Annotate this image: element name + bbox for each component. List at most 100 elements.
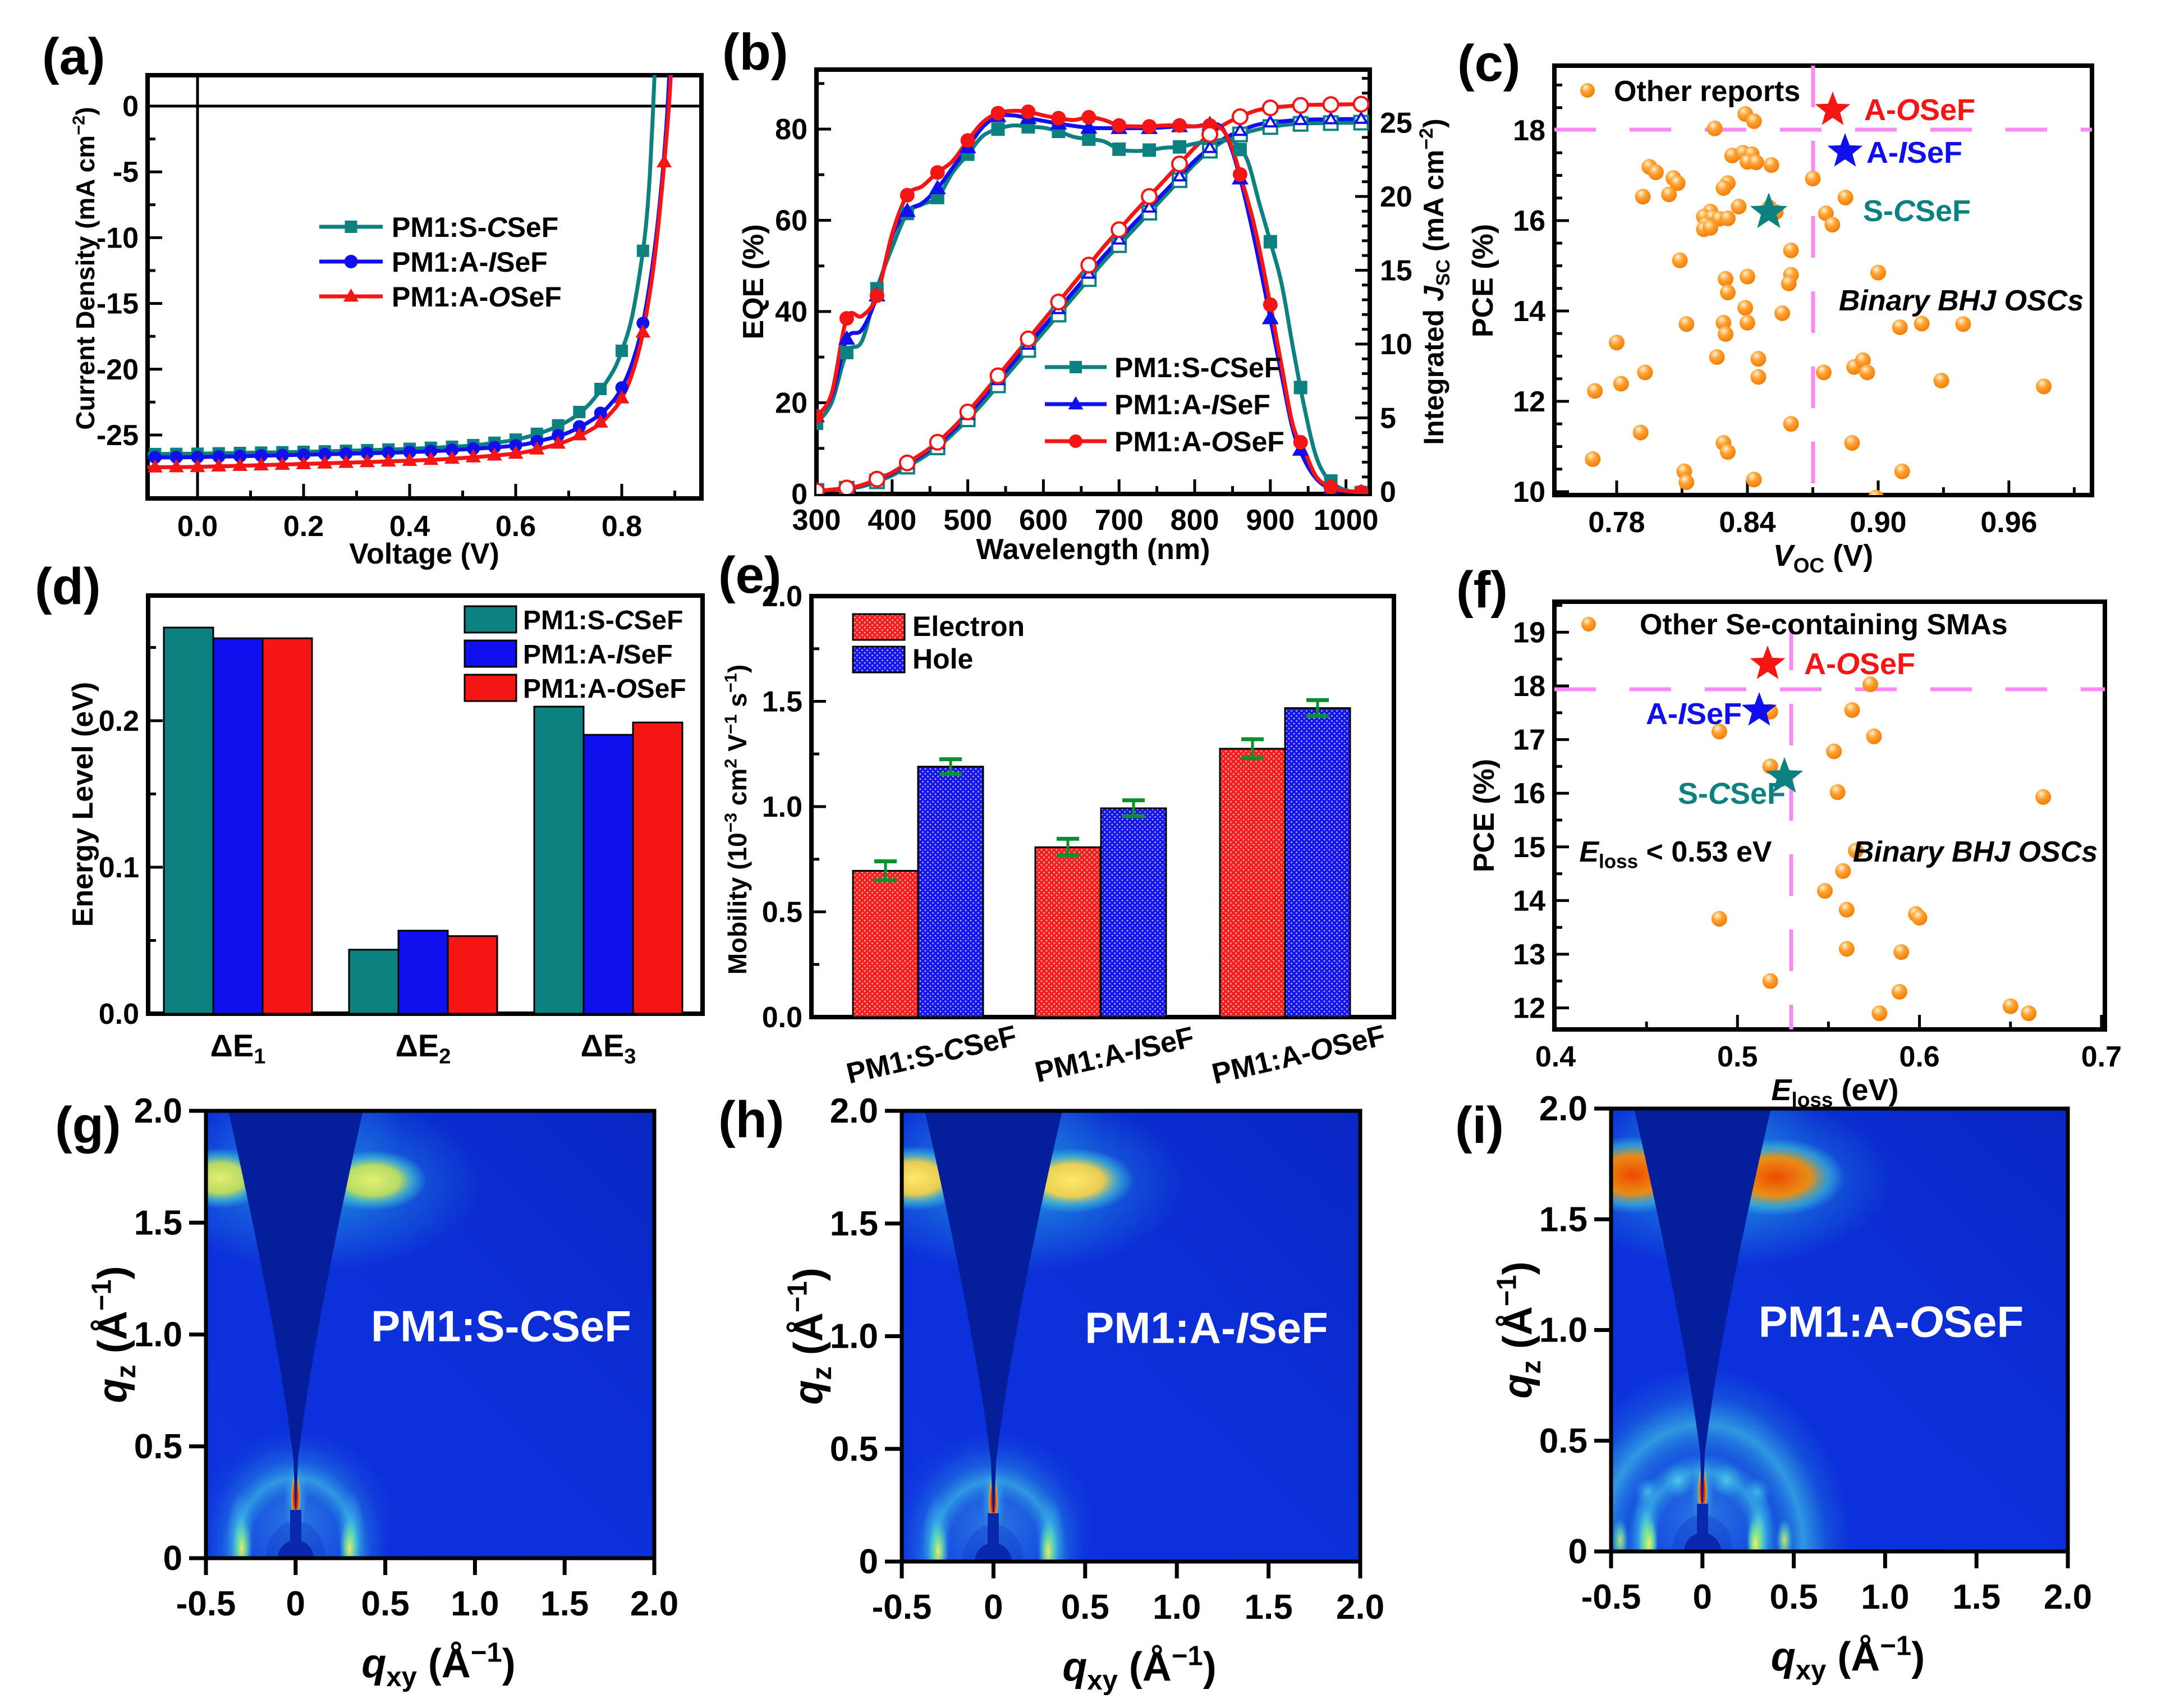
svg-text:0.5: 0.5 <box>762 896 802 929</box>
svg-text:1.5: 1.5 <box>1539 1200 1587 1239</box>
svg-text:500: 500 <box>943 504 992 537</box>
svg-text:-15: -15 <box>97 288 139 321</box>
svg-text:S-CSeF: S-CSeF <box>1863 194 1971 228</box>
svg-text:300: 300 <box>792 504 841 537</box>
svg-text:(c): (c) <box>1457 35 1520 92</box>
svg-text:0.78: 0.78 <box>1588 506 1645 539</box>
svg-text:0.6: 0.6 <box>495 510 536 543</box>
svg-text:0: 0 <box>1693 1578 1712 1617</box>
svg-text:0.0: 0.0 <box>99 998 139 1031</box>
svg-text:ΔE2: ΔE2 <box>396 1028 451 1068</box>
svg-text:1.0: 1.0 <box>1861 1578 1909 1617</box>
svg-text:0.84: 0.84 <box>1719 506 1775 539</box>
svg-text:qz (Å−1): qz (Å−1) <box>783 1267 837 1404</box>
svg-text:1.5: 1.5 <box>134 1203 182 1242</box>
svg-text:80: 80 <box>775 113 807 146</box>
svg-text:60: 60 <box>775 205 807 237</box>
svg-text:400: 400 <box>868 504 916 537</box>
svg-text:18: 18 <box>1513 115 1545 147</box>
svg-text:PCE (%): PCE (%) <box>1468 759 1501 872</box>
svg-text:qxy (Å−1): qxy (Å−1) <box>361 1638 515 1692</box>
svg-text:18: 18 <box>1513 670 1545 703</box>
svg-text:0.5: 0.5 <box>1717 1041 1758 1073</box>
svg-text:PM1:A-ISeF: PM1:A-ISeF <box>392 246 548 278</box>
svg-text:1.0: 1.0 <box>1153 1588 1201 1627</box>
svg-text:2.0: 2.0 <box>134 1092 182 1130</box>
svg-text:16: 16 <box>1513 777 1545 810</box>
svg-text:Electron: Electron <box>912 611 1025 642</box>
svg-text:1.5: 1.5 <box>1952 1578 2001 1617</box>
svg-text:1.0: 1.0 <box>762 791 802 823</box>
svg-text:Binary BHJ OSCs: Binary BHJ OSCs <box>1853 836 2098 868</box>
svg-text:PM1:A-OSeF: PM1:A-OSeF <box>1759 1297 2024 1346</box>
svg-text:15: 15 <box>1380 255 1412 287</box>
svg-text:-25: -25 <box>97 419 139 452</box>
svg-text:25: 25 <box>1380 107 1412 140</box>
svg-text:(i): (i) <box>1455 1097 1504 1154</box>
svg-text:2.0: 2.0 <box>630 1585 678 1623</box>
svg-text:A-OSeF: A-OSeF <box>1864 93 1975 127</box>
svg-text:PM1:S-CSeF: PM1:S-CSeF <box>1114 352 1281 383</box>
svg-text:17: 17 <box>1513 724 1545 757</box>
svg-text:0.90: 0.90 <box>1850 506 1906 539</box>
svg-text:(g): (g) <box>55 1097 121 1154</box>
svg-text:0: 0 <box>1380 476 1396 509</box>
svg-text:0: 0 <box>984 1588 1003 1627</box>
svg-text:2.0: 2.0 <box>1539 1089 1587 1128</box>
svg-text:1.5: 1.5 <box>540 1585 589 1623</box>
svg-text:Eloss < 0.53 eV: Eloss < 0.53 eV <box>1579 836 1772 872</box>
svg-text:2.0: 2.0 <box>762 580 802 613</box>
svg-text:1000: 1000 <box>1314 504 1379 537</box>
svg-text:0.96: 0.96 <box>1980 506 2037 539</box>
svg-text:0.2: 0.2 <box>99 705 139 738</box>
svg-text:20: 20 <box>775 387 807 420</box>
svg-text:Other Se-containing SMAs: Other Se-containing SMAs <box>1640 608 2008 641</box>
svg-text:PCE (%): PCE (%) <box>1467 224 1499 337</box>
svg-text:0: 0 <box>122 90 139 123</box>
svg-text:Binary BHJ OSCs: Binary BHJ OSCs <box>1839 285 2084 317</box>
svg-text:1.0: 1.0 <box>134 1316 182 1354</box>
svg-text:19: 19 <box>1513 616 1545 649</box>
svg-text:PM1:A-OSeF: PM1:A-OSeF <box>523 674 686 704</box>
svg-text:0.5: 0.5 <box>361 1585 409 1623</box>
svg-text:900: 900 <box>1246 504 1295 537</box>
svg-text:Eloss (eV): Eloss (eV) <box>1771 1073 1898 1111</box>
svg-text:5: 5 <box>1380 402 1396 435</box>
svg-text:ΔE1: ΔE1 <box>210 1028 266 1068</box>
svg-text:Mobility (10−3 cm2 V−1 s−1): Mobility (10−3 cm2 V−1 s−1) <box>721 665 753 975</box>
svg-text:qz (Å−1): qz (Å−1) <box>87 1266 141 1403</box>
svg-text:0.4: 0.4 <box>389 510 430 543</box>
svg-text:600: 600 <box>1019 504 1068 537</box>
svg-text:ΔE3: ΔE3 <box>581 1028 636 1068</box>
svg-text:10: 10 <box>1380 328 1412 361</box>
svg-text:(f): (f) <box>1456 561 1508 619</box>
svg-text:2.0: 2.0 <box>830 1092 878 1130</box>
svg-text:A-ISeF: A-ISeF <box>1646 697 1742 731</box>
svg-text:13: 13 <box>1513 939 1545 971</box>
svg-text:Integrated JSC (mA cm−2): Integrated JSC (mA cm−2) <box>1416 118 1454 445</box>
svg-text:0.1: 0.1 <box>99 851 139 884</box>
svg-text:-0.5: -0.5 <box>872 1588 932 1627</box>
svg-text:Wavelength (nm): Wavelength (nm) <box>976 533 1210 566</box>
svg-text:Current Density (mA cm−2): Current Density (mA cm−2) <box>69 107 100 430</box>
svg-text:700: 700 <box>1095 504 1144 537</box>
svg-text:-0.5: -0.5 <box>1581 1578 1641 1617</box>
svg-text:1.5: 1.5 <box>762 686 802 718</box>
svg-text:(a): (a) <box>42 28 105 85</box>
svg-text:0: 0 <box>859 1542 878 1581</box>
svg-text:20: 20 <box>1380 181 1412 213</box>
svg-text:10: 10 <box>1513 476 1545 509</box>
svg-text:0.5: 0.5 <box>1539 1422 1587 1461</box>
svg-text:12: 12 <box>1513 386 1545 418</box>
svg-text:1.0: 1.0 <box>830 1317 878 1356</box>
svg-text:1.0: 1.0 <box>451 1585 499 1623</box>
svg-text:PM1:S-CSeF: PM1:S-CSeF <box>523 606 683 635</box>
svg-text:PM1:A-ISeF: PM1:A-ISeF <box>523 640 673 670</box>
svg-text:(b): (b) <box>722 24 788 81</box>
svg-text:-0.5: -0.5 <box>176 1585 236 1623</box>
svg-text:1.5: 1.5 <box>830 1205 878 1243</box>
svg-text:14: 14 <box>1513 885 1545 917</box>
svg-text:2.0: 2.0 <box>2044 1578 2092 1617</box>
svg-text:1.5: 1.5 <box>1244 1588 1292 1627</box>
svg-text:PM1:S-CSeF: PM1:S-CSeF <box>371 1301 631 1351</box>
